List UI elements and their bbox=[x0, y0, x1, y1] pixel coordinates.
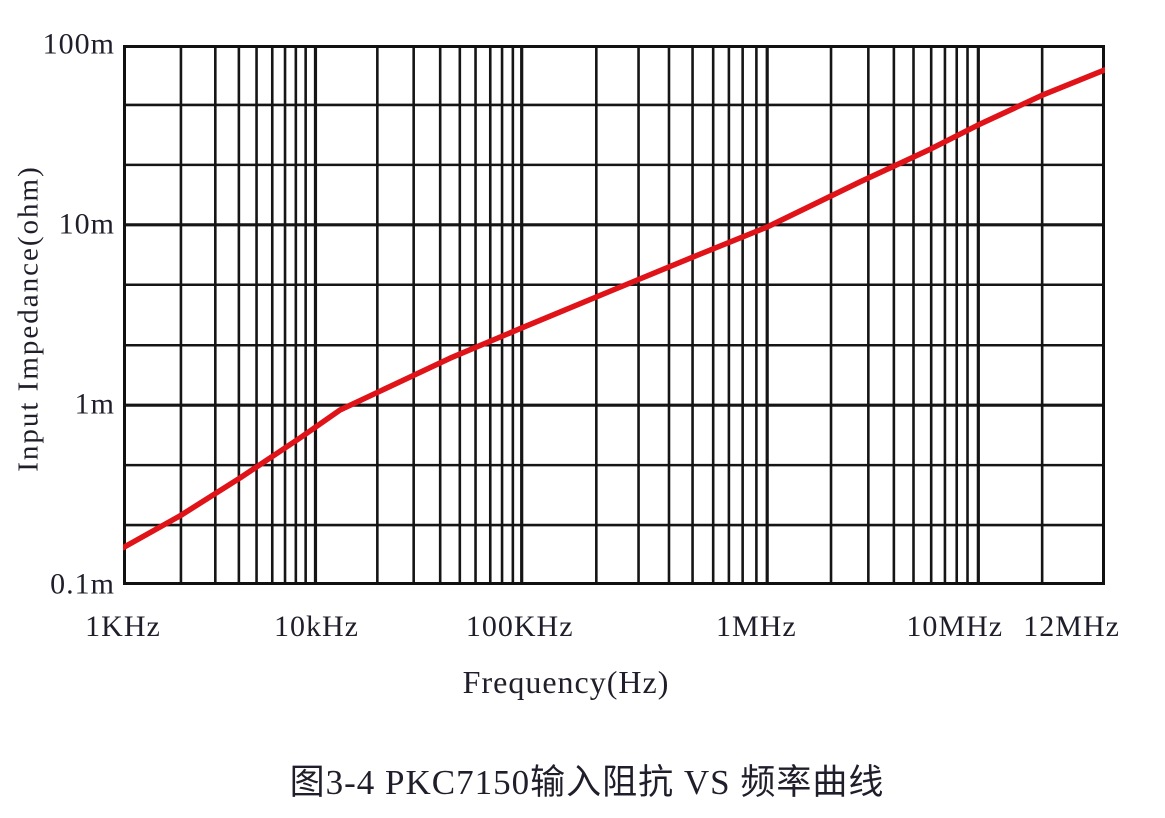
y-tick-label-100m: 100m bbox=[42, 27, 115, 61]
x-tick-label-10MHz: 10MHz bbox=[906, 610, 1004, 643]
x-tick-label-12MHz: 12MHz bbox=[1023, 610, 1120, 643]
x-tick-label-1MHz: 1MHz bbox=[716, 610, 797, 643]
y-tick-label-10m: 10m bbox=[58, 207, 115, 241]
impedance-curve bbox=[123, 67, 1105, 551]
x-tick-label-1KHz: 1KHz bbox=[85, 610, 161, 643]
y-axis-title: Input Impedance(ohm) bbox=[12, 165, 45, 472]
grid-svg bbox=[123, 45, 1105, 585]
plot-area bbox=[123, 45, 1105, 585]
figure-caption: 图3-4 PKC7150输入阻抗 VS 频率曲线 bbox=[289, 763, 885, 802]
x-tick-label-100KHz: 100KHz bbox=[465, 610, 574, 643]
x-tick-label-10kHz: 10kHz bbox=[273, 610, 359, 643]
y-tick-label-1m: 1m bbox=[74, 387, 115, 421]
x-axis-title: Frequency(Hz) bbox=[462, 664, 670, 700]
y-tick-label-0.1m: 0.1m bbox=[50, 567, 115, 601]
